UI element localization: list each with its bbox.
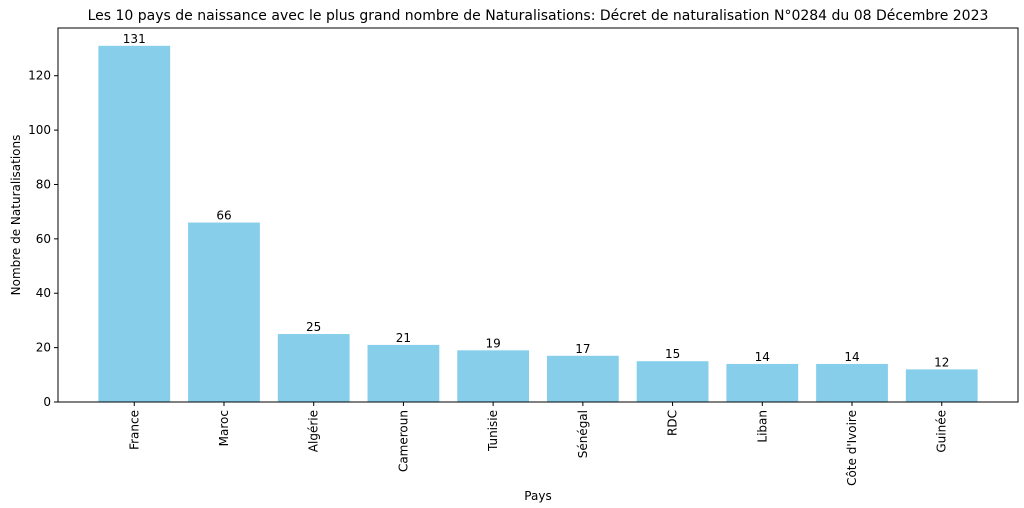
value-label: 14 (755, 350, 770, 364)
x-tick-label: France (127, 410, 141, 450)
bar (905, 369, 978, 402)
x-tick-label: Côte d'Ivoire (845, 410, 859, 486)
x-tick-label: Algérie (307, 410, 321, 452)
y-tick-label: 120 (28, 69, 51, 83)
x-tick-label: Maroc (217, 410, 231, 446)
value-label: 12 (934, 355, 949, 369)
plot-frame (57, 27, 1019, 403)
bar (726, 363, 799, 402)
value-label: 15 (665, 347, 680, 361)
x-tick-label: Tunisie (486, 410, 500, 452)
x-tick-label: Sénégal (576, 410, 590, 458)
bar (546, 355, 619, 402)
x-tick-label: Guinée (935, 410, 949, 453)
x-tick-label: Liban (755, 410, 769, 443)
value-label: 66 (216, 209, 231, 223)
bar (277, 334, 350, 402)
bar (457, 350, 530, 402)
y-tick-label: 80 (36, 177, 51, 191)
x-axis-label: Pays (524, 489, 551, 503)
bar (367, 344, 440, 402)
y-tick-label: 60 (36, 232, 51, 246)
value-label: 21 (396, 331, 411, 345)
y-tick-label: 0 (43, 395, 51, 409)
bar (188, 222, 260, 402)
y-axis-label: Nombre de Naturalisations (9, 135, 23, 296)
bar (98, 45, 171, 403)
bar (636, 361, 709, 402)
y-tick-label: 40 (36, 286, 51, 300)
y-tick-label: 20 (36, 341, 51, 355)
bar (816, 363, 888, 402)
x-tick-label: Cameroun (396, 410, 410, 472)
value-label: 19 (485, 336, 500, 350)
value-label: 17 (575, 342, 590, 356)
value-label: 131 (123, 32, 146, 46)
chart-title: Les 10 pays de naissance avec le plus gr… (88, 8, 989, 24)
value-label: 25 (306, 320, 321, 334)
y-tick-label: 100 (28, 123, 51, 137)
x-tick-label: RDC (666, 410, 680, 436)
value-label: 14 (844, 350, 859, 364)
